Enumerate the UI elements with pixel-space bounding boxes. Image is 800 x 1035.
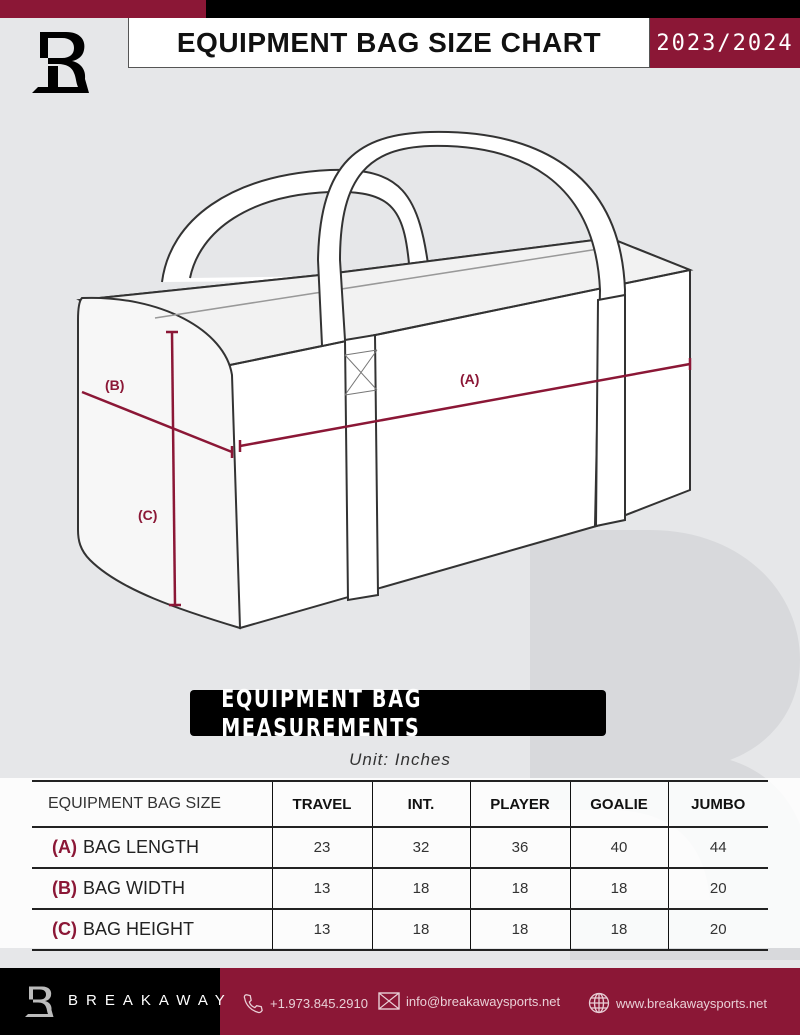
table-header-row: EQUIPMENT BAG SIZE TRAVEL INT. PLAYER GO… [32,781,768,827]
phone-number: +1.973.845.2910 [270,995,368,1011]
column-header: EQUIPMENT BAG SIZE [48,795,222,812]
email-contact[interactable]: info@breakawaysports.net [378,992,560,1010]
label-b: (B) [105,377,124,393]
website-url: www.breakawaysports.net [616,995,768,1011]
table-cell: 18 [569,909,668,950]
row-label-text: BAG LENGTH [83,837,200,857]
top-accent-bar [0,0,206,18]
footer-contact-area [220,968,800,1035]
season-label: 2023/2024 [656,30,794,56]
column-header: INT. [371,781,470,827]
phone-contact[interactable]: +1.973.845.2910 [242,992,368,1014]
unit-label: Unit: Inches [349,750,451,769]
row-label: (B) BAG WIDTH [32,868,272,909]
phone-icon [243,994,263,1014]
title-box: EQUIPMENT BAG SIZE CHART [128,18,650,68]
footer-brand: BREAKAWAY [68,992,233,1009]
table-cell: 18 [469,909,570,950]
table-row: (A) BAG LENGTH 23 32 36 40 44 [32,827,768,868]
measurements-title: EQUIPMENT BAG MEASUREMENTS [221,684,423,742]
table-cell: 18 [469,868,570,909]
column-header: PLAYER [469,781,570,827]
mail-icon [378,992,400,1010]
table-cell: 40 [569,827,668,868]
email-address: info@breakawaysports.net [406,993,561,1009]
table-cell: 23 [271,827,372,868]
table-row: (B) BAG WIDTH 13 18 18 18 20 [32,868,768,909]
season-box: 2023/2024 [650,18,800,68]
measurements-title-box: EQUIPMENT BAG MEASUREMENTS [190,684,606,742]
table-row: (C) BAG HEIGHT 13 18 18 18 20 [32,909,768,950]
breakaway-logo [32,32,89,93]
table-cell: 18 [371,909,470,950]
table-cell: 44 [667,827,768,868]
table-cell: 20 [667,909,768,950]
page-title: EQUIPMENT BAG SIZE CHART [176,26,602,58]
table-cell: 13 [271,868,372,909]
globe-icon [588,992,610,1014]
row-label: (C) BAG HEIGHT [32,909,272,950]
column-header: GOALIE [569,781,668,827]
footer-logo [25,986,54,1017]
label-c: (C) [138,507,157,523]
table-cell: 32 [371,827,470,868]
row-label-text: BAG HEIGHT [83,919,195,939]
table-cell: 20 [667,868,768,909]
column-header: TRAVEL [271,781,372,827]
row-label-text: BAG WIDTH [83,878,185,898]
table-cell: 36 [469,827,570,868]
size-table: EQUIPMENT BAG SIZE TRAVEL INT. PLAYER GO… [32,780,768,951]
row-letter: (A) [52,837,77,857]
table-cell: 18 [569,868,668,909]
row-label: (A) BAG LENGTH [32,827,272,868]
row-letter: (C) [52,919,77,939]
website-contact[interactable]: www.breakawaysports.net [588,992,767,1014]
table-cell: 18 [371,868,470,909]
top-black-bar [206,0,800,18]
table-cell: 13 [271,909,372,950]
bag-diagram: (A) (B) (C) [76,130,694,630]
row-letter: (B) [52,878,77,898]
label-a: (A) [460,371,479,387]
column-header: JUMBO [667,781,768,827]
